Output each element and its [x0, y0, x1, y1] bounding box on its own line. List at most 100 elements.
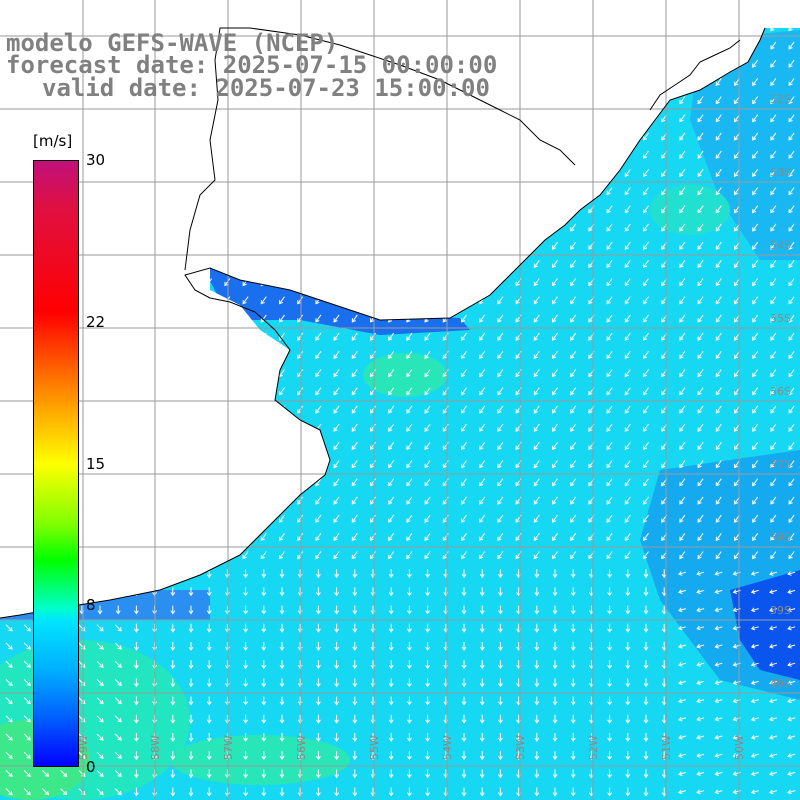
wind-arrow	[533, 278, 540, 287]
wind-arrow	[369, 460, 376, 469]
wind-arrow	[570, 241, 577, 250]
wind-arrow	[788, 314, 795, 323]
wind-arrow	[424, 405, 431, 414]
wind-arrow	[570, 405, 577, 414]
colorbar-tick-15: 15	[86, 454, 106, 473]
wind-arrow	[752, 533, 759, 542]
lon-label: 52W	[587, 735, 600, 760]
wind-arrow	[552, 678, 558, 688]
wind-arrow	[715, 132, 722, 141]
wind-arrow	[788, 59, 795, 68]
wind-arrow	[424, 551, 431, 560]
wind-arrow	[642, 314, 649, 323]
wind-arrow	[696, 607, 705, 613]
wind-arrow	[424, 496, 431, 505]
wind-arrow	[552, 733, 558, 742]
wind-arrow	[715, 241, 722, 250]
wind-arrow	[715, 187, 722, 196]
wind-arrow	[497, 478, 504, 487]
wind-arrow	[533, 423, 540, 432]
wind-arrow	[351, 460, 358, 469]
wind-arrow	[479, 660, 485, 670]
wind-arrow	[697, 241, 704, 250]
wind-arrow	[23, 770, 31, 778]
wind-arrow	[551, 478, 558, 487]
wind-arrow	[461, 605, 467, 615]
wind-arrow	[170, 714, 176, 724]
wind-arrow	[96, 697, 104, 705]
wind-arrow	[352, 714, 358, 724]
wind-arrow	[133, 769, 139, 779]
wind-arrow	[479, 787, 485, 797]
wind-arrow	[533, 514, 540, 523]
wind-arrow	[497, 387, 504, 396]
wind-arrow	[714, 716, 723, 722]
wind-arrow	[243, 787, 249, 797]
lat-label: 33S	[770, 166, 791, 179]
wind-arrow	[78, 697, 86, 705]
wind-arrow	[479, 442, 486, 451]
wind-arrow	[334, 678, 340, 688]
wind-arrow	[788, 514, 795, 523]
wind-arrow	[788, 241, 795, 250]
wind-arrow	[497, 351, 504, 360]
wind-arrow	[297, 733, 303, 742]
wind-arrow	[206, 751, 212, 761]
wind-arrow	[625, 569, 631, 579]
wind-arrow	[369, 423, 376, 432]
wind-arrow	[679, 514, 686, 523]
wind-arrow	[114, 770, 122, 778]
wind-arrow	[607, 587, 613, 597]
wind-arrow	[606, 241, 613, 250]
wind-arrow	[769, 607, 778, 613]
wind-arrow	[788, 423, 795, 432]
wind-arrow	[243, 569, 249, 579]
wind-arrow	[570, 533, 577, 542]
wind-arrow	[678, 771, 687, 776]
wind-arrow	[424, 460, 431, 469]
wind-arrow	[787, 662, 796, 667]
wind-arrow	[770, 78, 777, 87]
wind-arrow	[679, 314, 686, 323]
wind-arrow	[552, 660, 558, 670]
wind-arrow	[351, 496, 358, 505]
wind-arrow	[715, 96, 722, 105]
wind-arrow	[114, 642, 122, 650]
wind-arrow	[679, 460, 686, 469]
wind-arrow	[388, 696, 394, 706]
wind-arrow	[333, 332, 340, 341]
wind-arrow	[770, 332, 777, 341]
wind-arrow	[551, 551, 558, 560]
wind-arrow	[624, 442, 631, 451]
wind-arrow	[679, 260, 686, 269]
wind-arrow	[787, 625, 796, 631]
wind-arrow	[788, 278, 795, 287]
colorbar-tick-22: 22	[86, 312, 106, 331]
wind-arrow	[297, 387, 304, 396]
wind-arrow	[461, 696, 467, 706]
wind-arrow	[461, 623, 467, 633]
wind-arrow	[334, 623, 340, 633]
wind-arrow	[479, 460, 486, 469]
wind-arrow	[606, 551, 613, 560]
wind-arrow	[750, 716, 759, 722]
wind-arrow	[497, 569, 503, 579]
wind-arrow	[714, 753, 723, 758]
wind-arrow	[497, 696, 503, 706]
wind-arrow	[770, 387, 777, 396]
wind-arrow	[78, 679, 86, 687]
wind-arrow	[715, 369, 722, 378]
wind-arrow	[606, 387, 613, 396]
wind-arrow	[570, 787, 576, 797]
wind-arrow	[715, 351, 722, 360]
wind-arrow	[752, 187, 759, 196]
wind-arrow	[479, 405, 486, 414]
wind-arrow	[133, 605, 139, 615]
wind-arrow	[5, 642, 13, 650]
wind-arrow	[534, 569, 540, 579]
wind-arrow	[624, 387, 631, 396]
wind-arrow	[696, 789, 705, 795]
wind-arrow	[479, 423, 486, 432]
wind-arrow	[697, 332, 704, 341]
